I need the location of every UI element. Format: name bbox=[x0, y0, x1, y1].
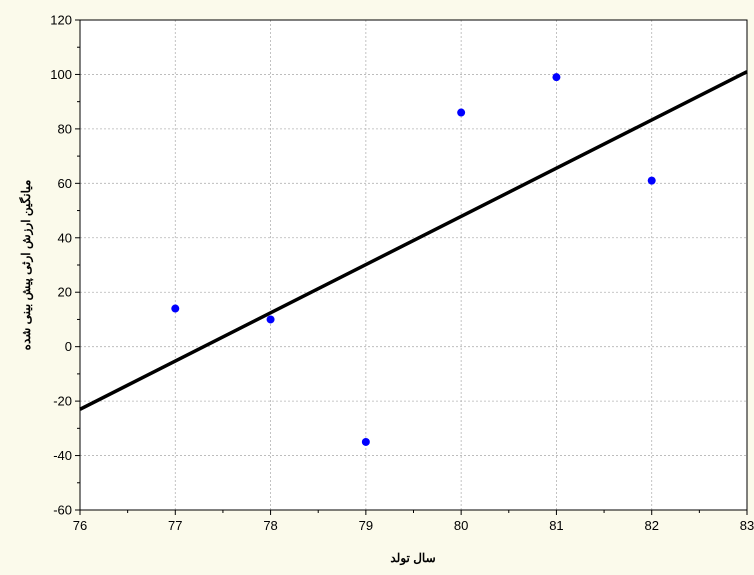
axis-ticks: 76 77 78 79 80 81 82 83 -60 -40 -20 0 20 40 60 80 100 120 bbox=[50, 13, 754, 534]
data-point bbox=[457, 108, 466, 117]
y-tick-label: -60 bbox=[53, 503, 72, 518]
fit-line bbox=[79, 70, 748, 411]
x-axis-label: سال تولد bbox=[390, 551, 435, 566]
y-tick-label: 120 bbox=[50, 13, 72, 28]
data-point bbox=[361, 437, 370, 446]
x-tick-label: 79 bbox=[359, 518, 373, 533]
fit-line-layer bbox=[79, 70, 748, 411]
y-tick-label: 100 bbox=[50, 67, 72, 82]
y-tick-label: 80 bbox=[58, 121, 72, 136]
y-tick-label: -40 bbox=[53, 448, 72, 463]
y-tick-label: 40 bbox=[58, 230, 72, 245]
data-point bbox=[647, 176, 656, 185]
x-tick-label: 76 bbox=[73, 518, 87, 533]
data-points bbox=[171, 73, 656, 446]
x-tick-label: 78 bbox=[263, 518, 277, 533]
plot-area bbox=[80, 20, 747, 510]
x-tick-label: 81 bbox=[549, 518, 563, 533]
grid bbox=[80, 20, 747, 510]
x-tick-label: 82 bbox=[644, 518, 658, 533]
data-point bbox=[552, 73, 561, 82]
y-tick-label: 60 bbox=[58, 176, 72, 191]
y-tick-label: 20 bbox=[58, 285, 72, 300]
x-tick-label: 77 bbox=[168, 518, 182, 533]
x-tick-label: 80 bbox=[454, 518, 468, 533]
y-tick-label: -20 bbox=[53, 394, 72, 409]
x-tick-label: 83 bbox=[740, 518, 754, 533]
data-point bbox=[171, 304, 180, 313]
data-point bbox=[266, 315, 275, 324]
y-axis-label: میانگین ارزش ارثی پیش بینی شده bbox=[18, 180, 34, 351]
y-tick-label: 0 bbox=[65, 339, 72, 354]
